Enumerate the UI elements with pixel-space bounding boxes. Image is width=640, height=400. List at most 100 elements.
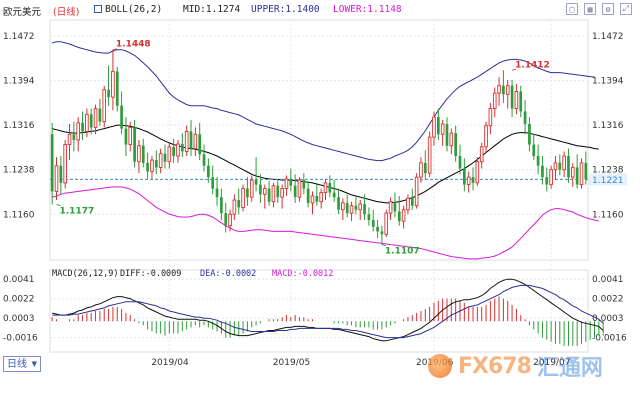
settings-icon[interactable]: ⚙ [602,3,614,15]
candle-body-down [528,124,531,145]
candle-body-down [458,156,462,169]
candle-body-up [93,108,98,128]
candle-body-up [232,199,237,215]
macd-tick-left: 0.0022 [3,295,35,305]
candle-body-up [158,153,163,168]
candle-body-up [427,136,432,174]
candle-body-down [463,168,466,185]
candle-body-up [440,123,445,135]
candle-body-down [436,117,440,135]
price-annotations: 1.1448 1.1177 1.1107 1.1412 [56,40,550,257]
candle-body-up [297,179,302,198]
watermark-cn: 汇通网 [536,356,603,381]
candle-body-down [328,182,332,193]
candle-body-up [54,165,59,192]
candle-body-down [120,105,123,129]
indicator-header: 欧元美元 (日线) BOLL(26,2) MID:1.1274 UPPER:1.… [0,0,640,20]
candle-body-down [558,162,562,170]
annotation-pointer [381,244,387,246]
period-tag: (日线) [53,7,80,18]
annotation-pointer [56,204,61,206]
candle-body-down [423,162,427,174]
macd-panel-frame [49,269,589,353]
expand-icon[interactable]: ⤢ [620,3,632,15]
candle-body-down [224,213,228,226]
candle-body-down [532,144,536,156]
macd-tick-right: 0.0003 [592,314,624,324]
candle-body-up [128,126,133,146]
candle-body-down [293,185,297,198]
watermark-logo: FX678 汇通网 [428,346,603,386]
candle-body-down [59,165,63,183]
candle-body-up [184,130,189,152]
boll-upper-line [52,41,595,162]
candle-body-down [523,111,527,124]
macd-header-1: DIFF:-0.0009 [120,269,181,279]
candle-body-down [89,114,93,128]
period-select-button[interactable]: 日线 ▼ [3,356,41,372]
candle-body-up [449,132,454,147]
grid-lines [49,19,589,353]
price-tick-right: 1.1160 [592,210,624,220]
watermark-brand: FX678 [458,353,532,379]
candle-body-up [111,70,115,98]
candle-body-down [363,204,366,215]
candle-body-down [107,89,110,98]
grid-icon[interactable]: ▦ [584,3,596,15]
candle-body-down [141,145,145,163]
candle-body-down [124,128,128,145]
candlesticks [50,49,588,245]
candle-body-down [410,198,414,206]
candle-body-down [198,134,202,155]
candle-body-down [345,202,349,214]
price-tick-left: 1.1316 [3,121,35,131]
candle-body-down [202,154,206,166]
candle-body-up [249,179,254,198]
bollinger-bands [50,41,599,260]
toolbar-icons: □ ▦ ⚙ ⤢ [566,3,632,15]
candle-body-down [289,178,293,186]
candle-body-up [319,192,323,203]
square-icon[interactable]: □ [566,3,578,15]
candle-body-down [207,165,210,178]
candle-body-down [584,162,588,180]
candle-body-down [371,220,375,227]
candle-body-down [81,122,84,132]
macd-tick-right: 0.0022 [592,295,624,305]
candle-body-up [475,161,480,184]
candle-body-up [388,201,393,214]
candle-body-down [259,184,262,195]
candle-body-down [545,177,549,185]
candle-body-up [67,133,72,146]
candle-body-up [262,188,267,195]
candle-body-down [397,211,401,222]
candle-body-down [133,127,136,162]
candle-body-down [220,197,223,214]
current-price-tag-bg [589,173,627,186]
candle-body-down [163,153,167,162]
candle-body-down [50,134,54,192]
price-annotation-high: 1.1448 [116,40,151,50]
candle-body-up [497,85,501,94]
candle-body-down [302,180,306,189]
candle-body-down [376,226,379,232]
candle-body-down [510,85,514,109]
candle-body-up [310,195,315,204]
price-annotation-high: 1.1412 [515,60,550,70]
candle-body-up [579,162,584,186]
candle-body-up [284,178,289,190]
macd-tick-left: 0.0041 [3,275,35,285]
price-panel-frame [49,19,589,261]
macd-header-3: MACD:-0.0012 [272,269,333,279]
candle-body-up [167,146,172,163]
candle-body-up [349,205,354,214]
price-tick-right: 1.1394 [592,77,624,87]
candle-body-up [271,185,276,203]
x-label-jul: 2019/07 [533,358,571,368]
candle-body-up [280,188,284,198]
x-label-apr: 2019/04 [151,358,189,368]
macd-tick-left: 0.0003 [3,314,35,324]
boll-checkbox-icon[interactable] [94,5,102,13]
pair-name: 欧元美元 [3,7,42,18]
